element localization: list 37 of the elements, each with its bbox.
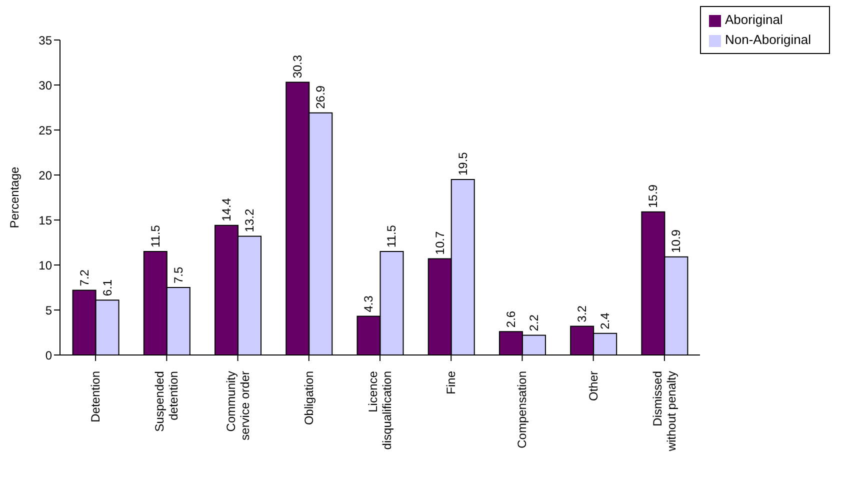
- y-tick-label: 15: [38, 213, 52, 228]
- data-label: 19.5: [456, 152, 470, 176]
- data-label: 11.5: [148, 224, 162, 248]
- data-label: 2.2: [526, 314, 541, 332]
- y-tick-label: 25: [38, 123, 52, 138]
- x-tick-label: Obligation: [302, 371, 316, 426]
- x-tick-label: Suspended detention: [152, 371, 181, 432]
- data-label: 15.9: [646, 184, 660, 208]
- y-tick-label: 30: [38, 78, 52, 92]
- data-label: 26.9: [314, 85, 328, 109]
- y-tick-label: 10: [38, 258, 52, 272]
- x-tick-label: Licence disqualification: [366, 370, 394, 450]
- legend-label: Aboriginal: [725, 12, 783, 27]
- y-axis-title: Percentage: [7, 166, 22, 228]
- data-label: 10.7: [432, 231, 447, 255]
- x-tick-label: Compensation: [515, 371, 530, 448]
- x-tick-label: Detention: [88, 371, 103, 422]
- x-tick-label: Fine: [444, 370, 458, 394]
- data-label: 11.5: [384, 224, 399, 248]
- data-label: 6.1: [100, 279, 114, 296]
- y-tick-label: 0: [45, 348, 52, 362]
- legend-label: Non-Aboriginal: [725, 32, 811, 47]
- x-tick-label: Dismissed without penalty: [650, 371, 678, 452]
- data-label: 4.3: [362, 295, 376, 312]
- data-label: 30.3: [290, 54, 305, 78]
- data-label: 2.6: [504, 310, 518, 328]
- data-label: 7.5: [171, 266, 186, 284]
- data-label: 10.9: [669, 229, 684, 253]
- y-tick-label: 20: [38, 168, 52, 182]
- x-tick-label: Other: [586, 371, 600, 402]
- data-label: 13.2: [242, 208, 257, 232]
- data-label: 2.4: [598, 312, 612, 330]
- data-label: 3.2: [575, 305, 590, 322]
- data-label: 7.2: [77, 269, 92, 286]
- data-label: 14.4: [220, 198, 234, 222]
- y-tick-label: 35: [38, 33, 52, 48]
- y-tick-label: 5: [45, 303, 52, 318]
